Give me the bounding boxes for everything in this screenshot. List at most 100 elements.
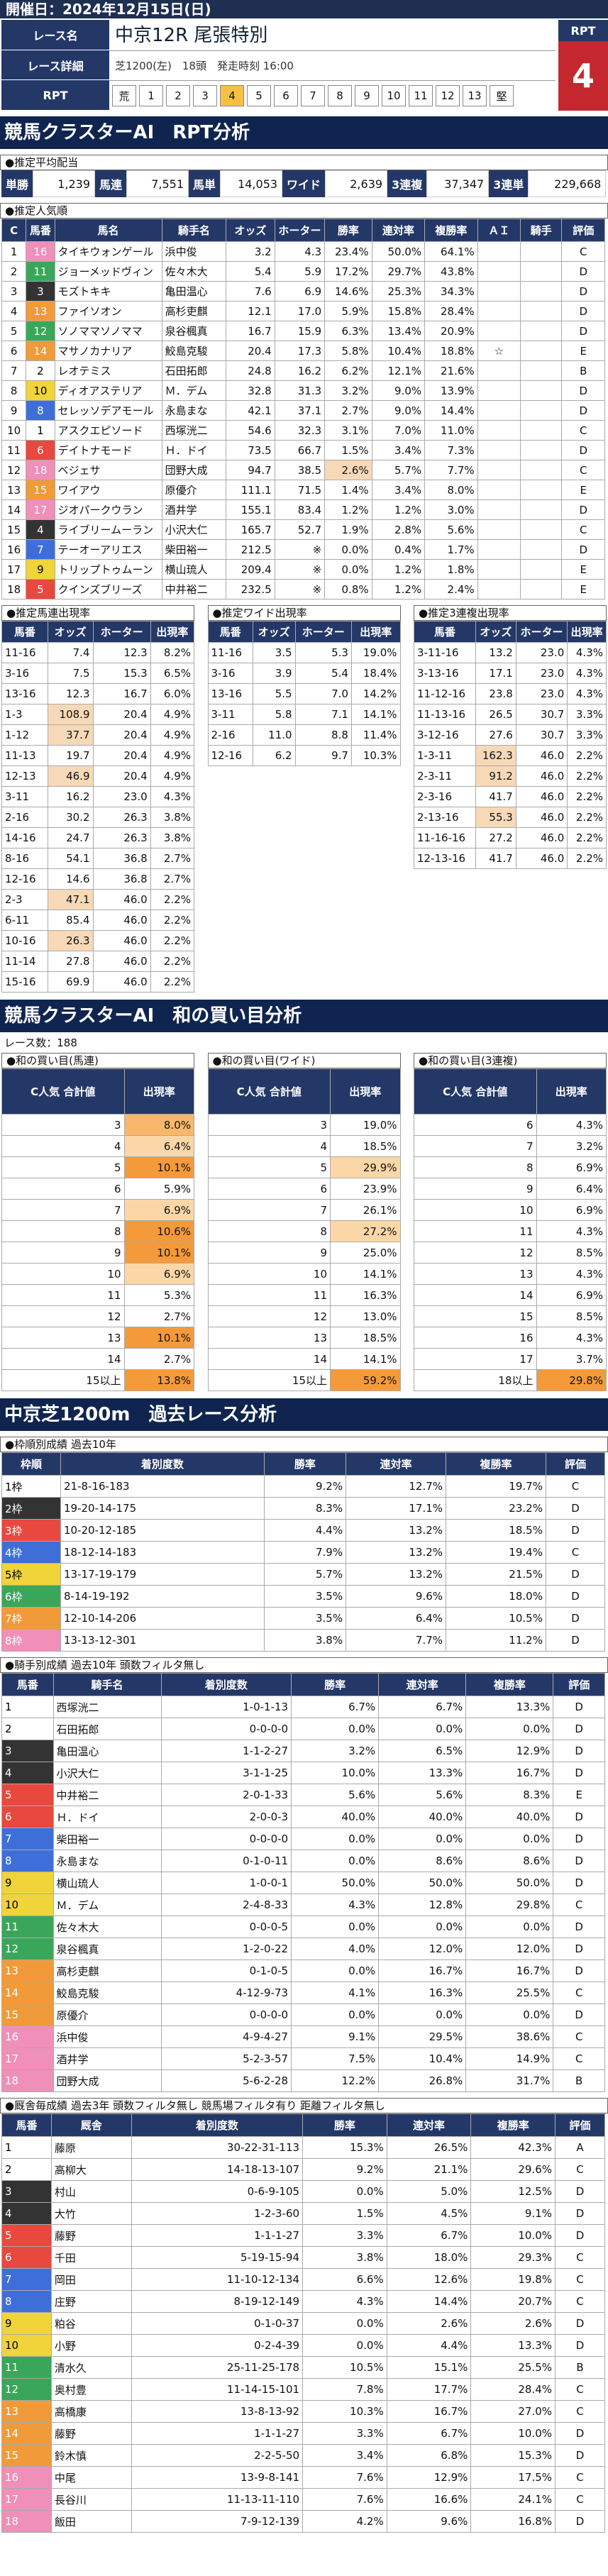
column-header: 馬番 bbox=[1, 1673, 54, 1696]
table-cell: 6.5% bbox=[378, 1740, 467, 1762]
table-cell: 8.3% bbox=[465, 1784, 554, 1806]
table-cell: 12-13-16 bbox=[414, 848, 476, 869]
table-cell: 29.9% bbox=[330, 1156, 401, 1178]
table-row: 12-13 46.9 20.4 4.9% bbox=[1, 765, 195, 787]
table-cell: 7 bbox=[207, 1199, 331, 1221]
table-row: 16 4.3% bbox=[414, 1327, 607, 1349]
table-row: 17 3.7% bbox=[414, 1348, 607, 1370]
table-cell: 13.2 bbox=[475, 642, 516, 663]
payout-value: 37,347 bbox=[426, 170, 490, 197]
umaren-title: ●推定馬連出現率 bbox=[1, 605, 194, 621]
table-cell: 13.3% bbox=[378, 1762, 467, 1784]
table-cell: 29.6% bbox=[470, 2158, 556, 2181]
table-cell: 31.7% bbox=[465, 2069, 554, 2092]
rpt-gate-1[interactable]: 1 bbox=[139, 85, 163, 106]
table-cell: 59.2% bbox=[330, 1369, 401, 1391]
table-row: 1 藤原 30-22-31-113 15.3% 26.5% 42.3% A bbox=[1, 2136, 605, 2159]
table-cell: 3.2% bbox=[324, 380, 372, 401]
table-cell bbox=[520, 499, 563, 520]
wide-table: 馬番 オッズ ホーター 出現率 11-16 3.5 5.3 19.0% 3-16 3.9 5.4 18… bbox=[207, 621, 401, 766]
label-rpt: RPT bbox=[1, 80, 109, 111]
rpt-gate-6[interactable]: 6 bbox=[274, 85, 298, 106]
table-row: 14 藤野 1-1-1-27 3.3% 6.7% 10.0% D bbox=[1, 2422, 605, 2445]
rpt-gate-10[interactable]: 10 bbox=[382, 85, 406, 106]
table-cell: 26.3 bbox=[47, 930, 94, 951]
table-row: 17 9 トリップトゥムーン 横山琉人 209.4 ※ 0.0% 1.2% 1.8% E bbox=[1, 559, 605, 580]
table-cell: 2 bbox=[1, 261, 27, 282]
table-cell: 2.2% bbox=[567, 848, 607, 869]
rpt-gate-8[interactable]: 8 bbox=[328, 85, 352, 106]
table-cell: 1.7% bbox=[424, 539, 478, 560]
table-cell: 西塚洸二 bbox=[161, 420, 227, 441]
table-cell bbox=[477, 321, 521, 341]
table-cell: 4 bbox=[1, 2202, 52, 2225]
table-cell: マサノカナリア bbox=[54, 341, 162, 361]
table-cell: 15.3 bbox=[92, 663, 151, 684]
table-cell: 16.2 bbox=[47, 786, 94, 807]
table-cell: 46.0 bbox=[515, 745, 568, 766]
table-cell: 18.0% bbox=[386, 2246, 472, 2269]
column-header: ホーター bbox=[92, 621, 151, 643]
rpt-gate-7[interactable]: 7 bbox=[301, 85, 325, 106]
table-cell: 3.4% bbox=[371, 440, 426, 460]
table-cell: 3.2% bbox=[536, 1135, 607, 1157]
table-cell: 13.0% bbox=[330, 1305, 401, 1327]
table-cell: 6.3% bbox=[324, 321, 372, 341]
table-cell: 15.8% bbox=[371, 301, 426, 321]
rpt-gate-11[interactable]: 11 bbox=[409, 85, 433, 106]
table-cell: D bbox=[561, 400, 605, 421]
table-row: 12 18 ベジェサ 団野大成 94.7 38.5 2.6% 5.7% 7.7% C bbox=[1, 460, 605, 480]
rpt-gate-2[interactable]: 2 bbox=[166, 85, 190, 106]
table-cell: 10.1% bbox=[123, 1242, 194, 1264]
table-cell: 0.0% bbox=[291, 1718, 380, 1740]
table-row: 2-3 47.1 46.0 2.2% bbox=[1, 889, 195, 910]
table-cell: ※ bbox=[274, 559, 326, 580]
table-row: 7 岡田 11-10-12-134 6.6% 12.6% 19.8% C bbox=[1, 2268, 605, 2291]
rpt-gate-0[interactable]: 荒 bbox=[112, 85, 136, 106]
table-cell: 20.4 bbox=[92, 724, 151, 746]
table-row: 11-16-16 27.2 46.0 2.2% bbox=[414, 827, 607, 848]
table-row: 11-16 3.5 5.3 19.0% bbox=[207, 642, 401, 663]
umaren-table: 馬番 オッズ ホーター 出現率 11-16 7.4 12.3 8.2% 3-16 7.5 15.3 6… bbox=[1, 621, 195, 993]
table-row: 10 小野 0-2-4-39 0.0% 4.4% 13.3% D bbox=[1, 2334, 605, 2357]
table-row: 18 団野大成 5-6-2-28 12.2% 26.8% 31.7% B bbox=[1, 2069, 605, 2092]
table-cell: 1-1-1-27 bbox=[131, 2422, 304, 2445]
table-cell: 30-22-31-113 bbox=[131, 2136, 304, 2159]
table-cell: 6.0% bbox=[150, 683, 195, 704]
rpt-gate-12[interactable]: 12 bbox=[436, 85, 460, 106]
table-cell: 12-10-14-206 bbox=[60, 1607, 265, 1630]
table-cell: 0.0% bbox=[324, 539, 372, 560]
table-cell: 1-0-1-13 bbox=[160, 1696, 292, 1718]
table-cell: 13.2% bbox=[346, 1519, 447, 1542]
rpt-gate-13[interactable]: 13 bbox=[463, 85, 487, 106]
table-cell: 11-13-11-110 bbox=[131, 2488, 304, 2511]
table-cell: 14 bbox=[1, 499, 27, 520]
table-cell: D bbox=[545, 1585, 606, 1608]
table-row: 7 柴田裕一 0-0-0-0 0.0% 0.0% 0.0% D bbox=[1, 1828, 605, 1850]
table-cell: C bbox=[553, 2047, 605, 2070]
table-row: 9 6.4% bbox=[414, 1178, 607, 1200]
table-cell: D bbox=[553, 1850, 605, 1872]
table-cell: 8.6% bbox=[378, 1850, 467, 1872]
table-cell: 11-10-12-134 bbox=[131, 2268, 304, 2291]
table-cell: 13 bbox=[1, 1327, 125, 1349]
table-header-row: 馬番 オッズ ホーター 出現率 bbox=[207, 621, 401, 643]
table-cell: 16 bbox=[1, 2466, 52, 2489]
rpt-gate-9[interactable]: 9 bbox=[355, 85, 379, 106]
table-cell: 亀田温心 bbox=[52, 1740, 162, 1762]
table-cell: 3.7% bbox=[536, 1348, 607, 1370]
rpt-gate-3[interactable]: 3 bbox=[193, 85, 217, 106]
table-cell: 横山琉人 bbox=[161, 559, 227, 580]
table-cell: 7 bbox=[26, 539, 55, 560]
table-cell: 5 bbox=[1, 321, 27, 341]
table-cell: 40.0% bbox=[465, 1806, 554, 1828]
table-row: 12-16 6.2 9.7 10.3% bbox=[207, 745, 401, 766]
rpt-gate-5[interactable]: 5 bbox=[247, 85, 271, 106]
table-cell: 26.3 bbox=[92, 827, 151, 848]
rpt-gate-14[interactable]: 堅 bbox=[490, 85, 514, 106]
table-cell: 9.7 bbox=[294, 745, 352, 766]
rpt-gate-4[interactable]: 4 bbox=[220, 85, 244, 106]
column-header: 連対率 bbox=[371, 219, 426, 242]
table-cell: 7.3% bbox=[424, 440, 478, 460]
table-cell: 13 bbox=[1, 2400, 52, 2423]
